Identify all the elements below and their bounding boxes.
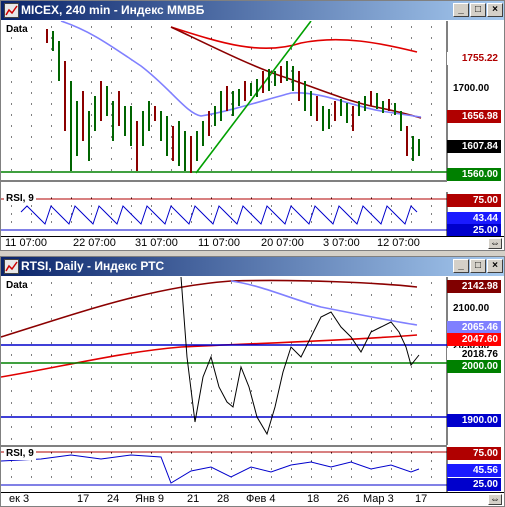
rsi-chart [1,447,448,492]
axis-label-2: 2030.00 [453,341,490,352]
price-box-ma-mid: 1656.98 [447,110,501,123]
time-label: 17 [77,493,90,505]
time-label: Янв 9 [135,493,165,505]
price-box-ma-red: 2047.60 [447,333,501,346]
rsi-box-current: 45.56 [447,464,501,477]
rsi-label: RSI, 9 [4,193,36,205]
close-button[interactable]: × [487,259,503,273]
rsi-box-current: 43.44 [447,212,501,225]
time-label: ек 3 [9,493,30,505]
rsi-line [20,205,418,225]
pane-separator[interactable] [1,445,447,447]
time-label: Мар 3 [363,493,394,505]
window-title: RTSI, Daily - Индекс РТС [21,259,165,273]
grid-dots [11,452,432,486]
data-label: Data [4,280,30,292]
data-label: Data [4,24,30,36]
price-chart [1,277,448,445]
rsi-box-75: 75.00 [447,447,501,460]
price-box-ma-long: 1755.22 [447,52,501,65]
window-title: MICEX, 240 min - Индекс ММВБ [21,3,205,17]
time-label: 17 [415,493,428,505]
scroll-right-icon[interactable]: ⇔ [488,494,502,505]
time-label: 21 [187,493,200,505]
rsi-box-75: 75.00 [447,194,501,207]
maximize-button[interactable]: □ [470,259,486,273]
ma-blue-line [230,280,418,326]
ma-long-line [170,26,418,53]
rsi-pane[interactable]: RSI, 9 75.00 45.56 25.00 [1,447,504,492]
grid-dots [11,282,432,440]
close-button[interactable]: × [487,3,503,17]
rsi-line [1,454,420,484]
title-bar[interactable]: RTSI, Daily - Индекс РТС _ □ × [1,257,504,276]
ma-short-line [60,21,422,118]
time-label: 24 [107,493,120,505]
time-label: Фев 4 [246,493,276,505]
maximize-button[interactable]: □ [470,3,486,17]
time-label: 28 [217,493,230,505]
axis-label-1: 1700.00 [453,83,490,94]
axis-label-1: 2100.00 [453,303,490,314]
time-axis[interactable]: 11 07:00 22 07:00 31 07:00 11 07:00 20 0… [1,236,504,250]
time-label: 26 [337,493,350,505]
pane-separator[interactable] [1,180,447,182]
time-axis[interactable]: ек 3 17 24 Янв 9 21 28 Фев 4 18 26 Мар 3… [1,492,504,506]
price-box-ma-blue: 2065.46 [447,321,501,334]
price-box-last: 2018.76 [447,348,501,361]
trend-line [195,21,312,174]
grid-dots [11,197,432,231]
price-pane[interactable]: Data 2100.00 2030.00 2142.98 2065.46 204… [1,277,504,445]
time-label: 11 07:00 [5,237,48,249]
price-pane[interactable]: Data 1700.00 1755.22 1656.98 1607.84 156… [1,21,504,181]
price-line [180,277,420,436]
ma-mid-line [170,26,422,119]
time-label: 11 07:00 [198,237,241,249]
time-label: 31 07:00 [135,237,178,249]
title-bar[interactable]: MICEX, 240 min - Индекс ММВБ _ □ × [1,1,504,20]
price-chart [1,21,448,180]
time-label: 22 07:00 [73,237,116,249]
price-box-support: 1560.00 [447,168,501,181]
ma-long-line [1,279,418,338]
rsi-box-25: 25.00 [447,224,501,237]
rsi-box-25: 25.00 [447,478,501,491]
price-box-ma-long: 2142.98 [447,280,501,293]
chart-window-icon[interactable] [4,3,19,18]
minimize-button[interactable]: _ [453,259,469,273]
chart-window-icon[interactable] [4,259,19,274]
rsi-label: RSI, 9 [4,448,36,460]
ma-red-line [1,334,418,378]
rtsi-chart-window: RTSI, Daily - Индекс РТС _ □ × Data 2100… [0,256,505,507]
price-box-support-green: 2000.00 [447,360,501,373]
minimize-button[interactable]: _ [453,3,469,17]
time-label: 12 07:00 [377,237,420,249]
rsi-chart [1,192,448,236]
price-box-level-blue: 1900.00 [447,414,501,427]
price-box-last: 1607.84 [447,140,501,153]
time-label: 3 07:00 [323,237,360,249]
micex-chart-window: MICEX, 240 min - Индекс ММВБ _ □ × Data … [0,0,505,251]
time-label: 20 07:00 [261,237,304,249]
time-label: 18 [307,493,320,505]
rsi-pane[interactable]: RSI, 9 75.00 43.44 25.00 [1,192,504,237]
scroll-right-icon[interactable]: ⇔ [488,238,502,249]
